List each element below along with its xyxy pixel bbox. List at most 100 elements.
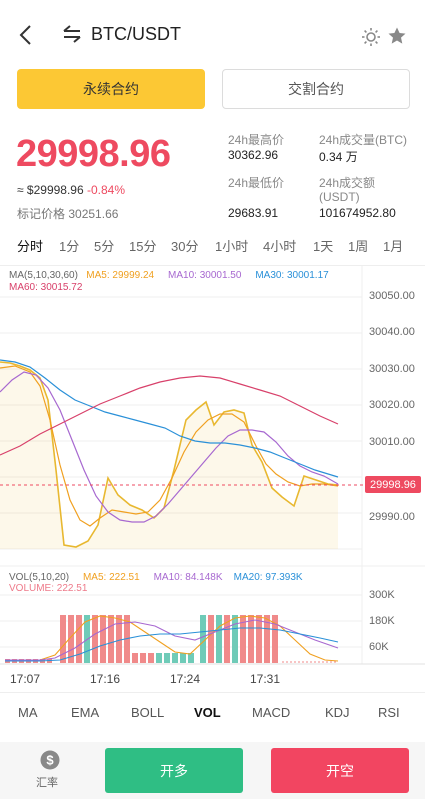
volume-bar [264, 615, 270, 663]
price-tick: 29990.00 [369, 511, 415, 523]
exchange-rate-icon[interactable]: $ [40, 750, 60, 770]
indicator-rsi[interactable]: RSI [378, 705, 400, 720]
vol-ma5-value: MA5: 222.51 [82, 572, 140, 583]
price-tick: 30050.00 [369, 290, 415, 302]
volume-bar [108, 615, 114, 663]
ma-legend-title: MA(5,10,30,60) [9, 270, 78, 281]
ma60-legend: MA60: 30015.72 [9, 282, 82, 293]
back-icon[interactable] [14, 22, 40, 48]
time-tick: 17:16 [90, 672, 121, 686]
ma10-line [0, 371, 339, 523]
volume-btc-label: 24h成交量(BTC) [319, 133, 408, 147]
current-price-tag: 29998.96 [365, 476, 421, 493]
price-tick: 30030.00 [369, 363, 415, 375]
volume-btc-value: 0.34 万 [319, 150, 358, 164]
time-tick: 17:24 [170, 672, 201, 686]
usd-price-line: ≈ $29998.96 -0.84% [17, 183, 125, 197]
vol-ma20-value: MA20: 97.393K [233, 572, 303, 583]
turnover-value: 101674952.80 [319, 206, 396, 220]
ma5-line [0, 365, 339, 527]
volume-bar [224, 615, 230, 663]
volume-tick: 300K [369, 589, 395, 601]
volume-bar [248, 615, 254, 663]
exchange-rate-label[interactable]: 汇率 [36, 777, 58, 789]
high-label: 24h最高价 [228, 133, 285, 147]
indicator-ma[interactable]: MA [18, 705, 38, 720]
indicator-ema[interactable]: EMA [71, 705, 100, 720]
favorite-icon[interactable] [387, 26, 407, 46]
interval-1d[interactable]: 1天 [313, 239, 334, 254]
interval-1h[interactable]: 1小时 [215, 239, 249, 254]
volume-bar [132, 653, 138, 663]
swap-icon[interactable] [62, 24, 82, 44]
svg-text:$: $ [46, 753, 54, 768]
interval-5m[interactable]: 5分 [94, 239, 115, 254]
low-value: 29683.91 [228, 206, 279, 220]
interval-4h[interactable]: 4小时 [263, 239, 297, 254]
mark-price-value: 30251.66 [68, 207, 119, 221]
open-long-button[interactable]: 开多 [105, 748, 243, 793]
high-value: 30362.96 [228, 148, 279, 162]
change-percent: -0.84% [87, 183, 126, 197]
volume-bar [60, 615, 66, 663]
volume-bar [156, 653, 162, 663]
open-short-button[interactable]: 开空 [271, 748, 409, 793]
volume-bar [232, 615, 238, 663]
volume-bar [256, 615, 262, 663]
mark-price-line: 标记价格 30251.66 [17, 205, 118, 222]
volume-bar [272, 615, 278, 663]
chart-top-divider [0, 265, 425, 266]
pair-title[interactable]: BTC/USDT [91, 24, 181, 44]
turnover-label: 24h成交额 [319, 176, 376, 190]
ma60-value: MA60: 30015.72 [9, 282, 83, 293]
interval-30m[interactable]: 30分 [171, 239, 199, 254]
mark-price-label: 标记价格 [17, 207, 66, 221]
volume-bar [100, 615, 106, 663]
volume-bar [140, 653, 146, 663]
indicator-kdj[interactable]: KDJ [325, 705, 350, 720]
interval-15m[interactable]: 15分 [129, 239, 157, 254]
volume-tick: 60K [369, 641, 389, 653]
vol-ma20-line [5, 627, 339, 662]
tab-delivery-contract[interactable]: 交割合约 [222, 69, 410, 109]
volume-bar [208, 615, 214, 663]
volume-bar [148, 653, 154, 663]
price-area [0, 362, 338, 549]
time-tick: 17:31 [250, 672, 281, 686]
interval-1m[interactable]: 1分 [59, 239, 80, 254]
turnover-unit-label: (USDT) [319, 190, 360, 204]
interval-timeline[interactable]: 分时 [17, 239, 44, 254]
volume-bar [92, 615, 98, 663]
price-tick: 30020.00 [369, 399, 415, 411]
volume-bar [200, 615, 206, 663]
volume-bar [116, 615, 122, 663]
time-tick: 17:07 [10, 672, 41, 686]
volume-tick: 180K [369, 615, 395, 627]
ma60-line [0, 375, 339, 456]
ma30-value: MA30: 30001.17 [255, 270, 329, 281]
vol-legend-title: VOL(5,10,20) [9, 572, 70, 583]
low-label: 24h最低价 [228, 176, 285, 190]
theme-icon[interactable] [361, 27, 381, 47]
indicator-vol[interactable]: VOL [194, 705, 221, 720]
price-tick: 30010.00 [369, 436, 415, 448]
volume-bars [5, 615, 336, 663]
header: BTC/USDT [0, 0, 425, 70]
volume-bar [164, 653, 170, 663]
ma-legend: MA(5,10,30,60) MA5: 29999.24 MA10: 30001… [9, 270, 329, 281]
price-line [0, 361, 339, 548]
tab-perpetual-contract[interactable]: 永续合约 [17, 69, 205, 109]
interval-1w[interactable]: 1周 [348, 239, 369, 254]
volume-bar [180, 653, 186, 663]
indicator-boll[interactable]: BOLL [131, 705, 165, 720]
ma10-value: MA10: 30001.50 [168, 270, 242, 281]
ma30-line [0, 359, 339, 478]
interval-1M[interactable]: 1月 [383, 239, 404, 254]
volume-value: VOLUME: 222.51 [9, 583, 88, 594]
vol-ma5-line [5, 615, 339, 662]
vol-ma10-line [5, 619, 339, 661]
indicator-macd[interactable]: MACD [252, 705, 291, 720]
volume-bar [76, 615, 82, 663]
usd-value: ≈ $29998.96 [17, 183, 84, 197]
